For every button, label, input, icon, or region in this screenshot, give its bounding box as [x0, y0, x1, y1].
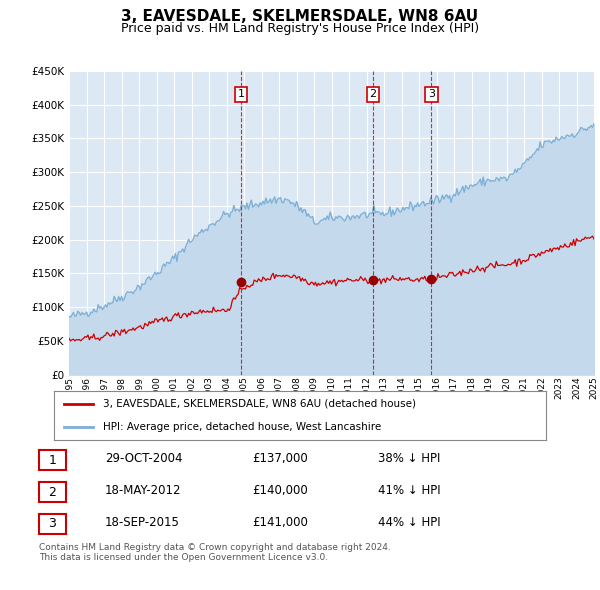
Text: £140,000: £140,000 [252, 484, 308, 497]
Text: 3: 3 [428, 90, 435, 100]
Text: 41% ↓ HPI: 41% ↓ HPI [378, 484, 440, 497]
Text: 3, EAVESDALE, SKELMERSDALE, WN8 6AU: 3, EAVESDALE, SKELMERSDALE, WN8 6AU [121, 9, 479, 24]
Text: 1: 1 [49, 454, 56, 467]
Text: 18-MAY-2012: 18-MAY-2012 [105, 484, 182, 497]
Text: Price paid vs. HM Land Registry's House Price Index (HPI): Price paid vs. HM Land Registry's House … [121, 22, 479, 35]
Text: 2: 2 [49, 486, 56, 499]
Text: 29-OCT-2004: 29-OCT-2004 [105, 452, 182, 465]
Text: 3, EAVESDALE, SKELMERSDALE, WN8 6AU (detached house): 3, EAVESDALE, SKELMERSDALE, WN8 6AU (det… [103, 399, 416, 409]
Text: Contains HM Land Registry data © Crown copyright and database right 2024.
This d: Contains HM Land Registry data © Crown c… [39, 543, 391, 562]
Text: 38% ↓ HPI: 38% ↓ HPI [378, 452, 440, 465]
Text: HPI: Average price, detached house, West Lancashire: HPI: Average price, detached house, West… [103, 422, 382, 432]
Text: 2: 2 [370, 90, 377, 100]
Text: £137,000: £137,000 [252, 452, 308, 465]
Text: 3: 3 [49, 517, 56, 530]
Text: 44% ↓ HPI: 44% ↓ HPI [378, 516, 440, 529]
Text: 1: 1 [238, 90, 245, 100]
Text: £141,000: £141,000 [252, 516, 308, 529]
Text: 18-SEP-2015: 18-SEP-2015 [105, 516, 180, 529]
